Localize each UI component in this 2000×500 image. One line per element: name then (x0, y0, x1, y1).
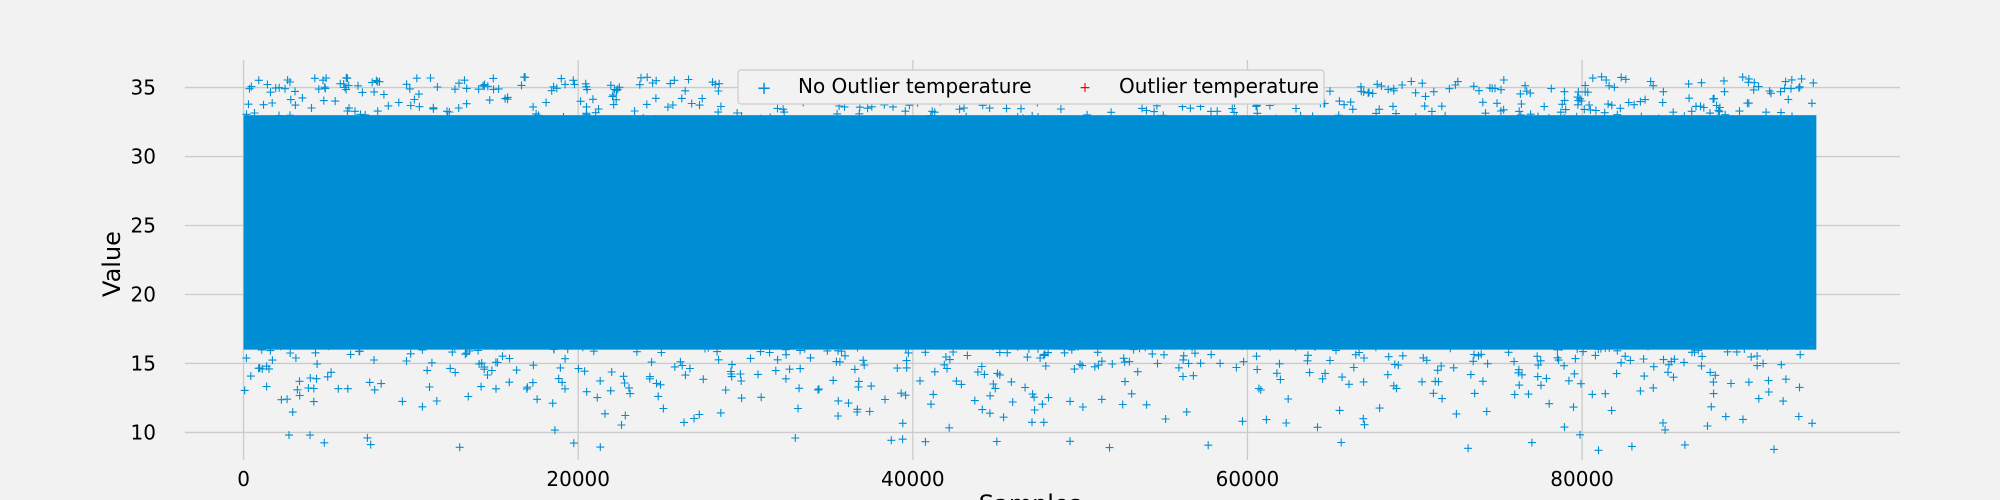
x-tick-label: 60000 (1216, 467, 1280, 491)
y-axis-ticks: 10 15 20 25 30 35 (131, 76, 156, 445)
x-tick-label: 40000 (881, 467, 945, 491)
legend-box (737, 69, 1325, 105)
y-tick-label: 20 (131, 282, 156, 306)
y-tick-label: 10 (131, 420, 156, 444)
x-tick-label: 20000 (546, 467, 610, 491)
x-axis-label: Samples (979, 490, 1082, 500)
x-tick-label: 0 (237, 467, 250, 491)
y-tick-label: 35 (131, 76, 156, 100)
legend-label-no-outlier: No Outlier temperature (798, 74, 1032, 98)
legend: + No Outlier temperature + Outlier tempe… (737, 69, 1325, 105)
x-tick-label: 80000 (1550, 467, 1614, 491)
x-axis-ticks: 0 20000 40000 60000 80000 (237, 467, 1614, 491)
data-points (240, 72, 1818, 455)
dense-point-cloud (243, 115, 1817, 350)
legend-marker-no-outlier: + (756, 78, 771, 99)
y-axis-label: Value (98, 231, 126, 297)
legend-label-outlier: Outlier temperature (1119, 74, 1319, 98)
y-tick-label: 15 (131, 351, 156, 375)
y-tick-label: 30 (131, 145, 156, 169)
legend-marker-outlier: + (1079, 80, 1091, 96)
y-tick-label: 25 (131, 214, 156, 238)
